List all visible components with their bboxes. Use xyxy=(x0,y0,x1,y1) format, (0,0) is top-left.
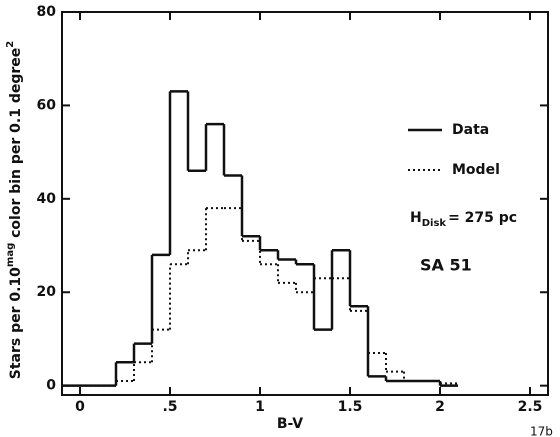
annotation: SA 51 xyxy=(420,256,472,275)
y-tick-label: 0 xyxy=(46,378,56,394)
plot-frame xyxy=(61,11,549,396)
y-tick-label: 40 xyxy=(37,191,57,207)
annotation-part: = 275 pc xyxy=(448,210,517,226)
y-tick-label: 60 xyxy=(37,97,57,113)
x-tick-label: .5 xyxy=(162,399,177,415)
x-axis-label: B-V xyxy=(277,416,303,432)
y-label-part: Stars per 0.10 xyxy=(8,267,24,379)
annotation-sub: Disk xyxy=(422,218,447,229)
y-label-sup: mag xyxy=(5,243,16,267)
y-label-sup: 2 xyxy=(5,41,16,48)
y-tick-label: 20 xyxy=(37,284,57,300)
annotation-part: H xyxy=(410,210,422,226)
annotation: HDisk = 275 pc xyxy=(410,210,517,229)
x-tick-label: 1 xyxy=(255,399,265,415)
x-tick-label: 2 xyxy=(435,399,445,415)
x-tick-label: 0 xyxy=(75,399,85,415)
x-tick-label: 1.5 xyxy=(338,399,363,415)
figure-label: 17b xyxy=(530,425,553,437)
y-label-part: color bin per 0.1 degree xyxy=(8,48,24,243)
x-tick-label: 2.5 xyxy=(518,399,543,415)
legend-label: Model xyxy=(452,162,500,178)
y-axis-label: Stars per 0.10mag color bin per 0.1 degr… xyxy=(5,41,24,380)
legend-label: Data xyxy=(452,122,489,138)
y-tick-label: 80 xyxy=(37,4,57,20)
